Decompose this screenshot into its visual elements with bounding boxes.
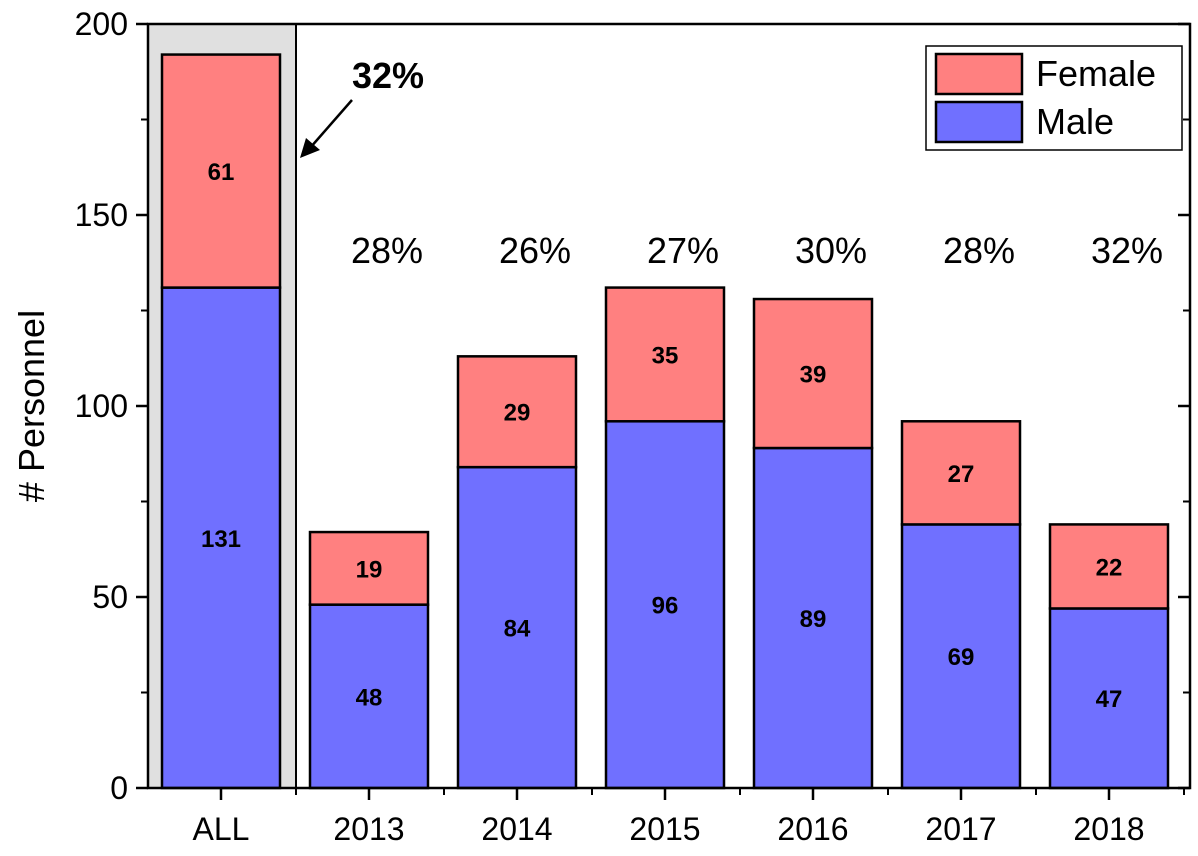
legend-swatch-female (934, 52, 1024, 96)
bar-label-male-2018: 47 (1096, 686, 1123, 713)
axes-group: 0 50 100 150 200 ALL 2013 2014 2015 2016 2017 2018 (75, 6, 1192, 847)
bar-female-2015 (604, 286, 726, 423)
bar-male-2014 (456, 465, 578, 790)
bar-male-2015 (604, 420, 726, 790)
percent-label-ALL: 32% (352, 55, 424, 96)
y-tick-label-50: 50 (92, 579, 128, 615)
bars-group (160, 53, 1170, 790)
percent-label-2017: 28% (943, 230, 1015, 271)
x-tick-label-2018: 2018 (1073, 811, 1144, 847)
x-tick-label-ALL: ALL (193, 811, 250, 847)
x-tick-label-2013: 2013 (333, 811, 404, 847)
y-tick-label-100: 100 (75, 388, 128, 424)
bar-label-female-ALL: 61 (208, 159, 235, 186)
legend-label-male: Male (1036, 101, 1114, 142)
y-tick-label-200: 200 (75, 6, 128, 42)
percent-arrow-line (309, 99, 353, 149)
bar-male-2016 (752, 446, 874, 790)
bar-label-male-2016: 89 (800, 606, 827, 633)
bar-label-male-2014: 84 (504, 616, 531, 643)
bar-label-female-2017: 27 (948, 461, 975, 488)
percent-labels-group: 32% 28% 26% 27% 30% 28% 32% (300, 55, 1163, 271)
bar-female-2013 (308, 530, 430, 606)
percent-label-2016: 30% (795, 230, 867, 271)
bar-male-2017 (900, 523, 1022, 790)
percent-label-2015: 27% (647, 230, 719, 271)
bar-label-female-2015: 35 (652, 342, 679, 369)
percent-arrow-head (300, 138, 320, 158)
legend-label-female: Female (1036, 53, 1156, 94)
x-tick-label-2015: 2015 (629, 811, 700, 847)
y-axis-label: # Personnel (11, 310, 52, 502)
bar-label-female-2016: 39 (800, 362, 827, 389)
percent-label-2013: 28% (351, 230, 423, 271)
bar-label-female-2018: 22 (1096, 554, 1123, 581)
segment-labels-group: 131 61 48 19 84 29 96 35 89 39 69 27 47 22 (201, 159, 1122, 713)
x-tick-label-2014: 2014 (481, 811, 552, 847)
bar-label-male-2017: 69 (948, 644, 975, 671)
y-tick-label-0: 0 (110, 770, 128, 806)
bar-female-2014 (456, 355, 578, 469)
legend-swatch-male (934, 100, 1024, 144)
bar-label-male-2013: 48 (356, 684, 383, 711)
bar-label-female-2013: 19 (356, 556, 383, 583)
x-tick-label-2016: 2016 (777, 811, 848, 847)
x-tick-label-2017: 2017 (925, 811, 996, 847)
bar-male-ALL (160, 286, 282, 790)
percent-label-2018: 32% (1091, 230, 1163, 271)
bar-female-2017 (900, 420, 1022, 526)
bar-label-female-2014: 29 (504, 400, 531, 427)
percent-label-2014: 26% (499, 230, 571, 271)
bar-label-male-2015: 96 (652, 593, 679, 620)
bar-label-male-ALL: 131 (201, 526, 241, 553)
bar-female-2018 (1048, 523, 1170, 610)
y-tick-label-150: 150 (75, 197, 128, 233)
bar-female-2016 (752, 297, 874, 450)
bar-female-ALL (160, 53, 282, 289)
legend: Female Male (925, 45, 1183, 151)
